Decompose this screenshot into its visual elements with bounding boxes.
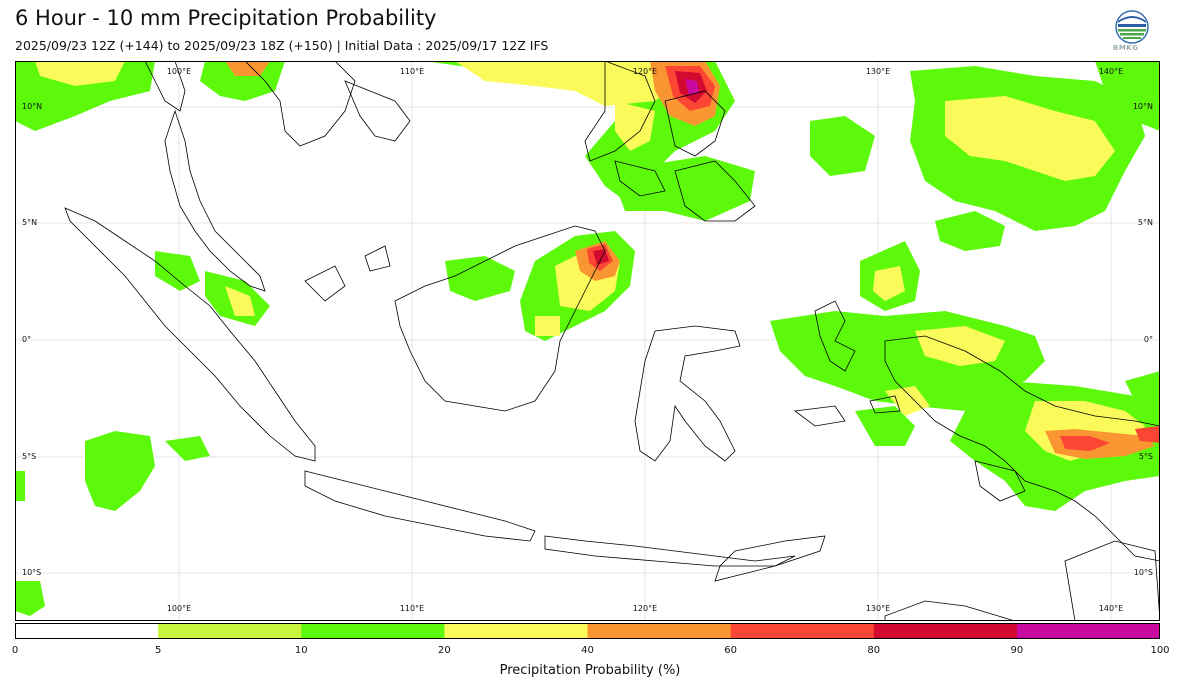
map-border: [15, 61, 1160, 621]
colorbar-tick-label: 100: [1150, 645, 1170, 656]
chart-title: 6 Hour - 10 mm Precipitation Probability: [15, 6, 437, 30]
colorbar-tick-label: 5: [154, 645, 162, 656]
colorbar-tick-label: 80: [867, 645, 881, 656]
lat-label-left: 5°N: [22, 218, 38, 227]
colorbar-segment: [1016, 623, 1160, 639]
colorbar-ticks: 0 5 10 20 40 60 80 90 100: [11, 645, 1170, 659]
colorbar-tick-label: 10: [294, 645, 308, 656]
lat-label-left: 10°S: [22, 568, 42, 577]
lon-label-top: 110°E: [399, 67, 425, 76]
colorbar-tick-label: 20: [438, 645, 451, 656]
lon-label-bottom: 120°E: [632, 604, 658, 613]
lon-label-top: 140°E: [1098, 67, 1124, 76]
lat-label-right: 0°: [1143, 335, 1153, 344]
precipitation-map: 100°E 110°E 120°E 130°E 140°E 100°E 110°…: [15, 61, 1160, 621]
lon-label-bottom: 110°E: [399, 604, 425, 613]
bmkg-logo-icon: [1112, 10, 1152, 56]
precip-probability-layer: [15, 61, 1160, 616]
lat-label-left: 10°N: [22, 102, 43, 111]
lat-label-left: 0°: [22, 335, 32, 344]
colorbar-tick-label: 90: [1010, 645, 1024, 656]
colorbar-tick-label: 60: [724, 645, 737, 656]
lon-label-top: 130°E: [865, 67, 891, 76]
colorbar-segment: [587, 623, 732, 639]
lat-label-right: 10°N: [1132, 102, 1153, 111]
chart-subtitle: 2025/09/23 12Z (+144) to 2025/09/23 18Z …: [15, 38, 549, 53]
lat-label-left: 5°S: [22, 452, 37, 461]
colorbar-segment: [15, 623, 159, 639]
colorbar-tick-label: 0: [11, 645, 19, 656]
lon-label-top: 120°E: [632, 67, 658, 76]
colorbar-segment: [873, 623, 1018, 639]
lat-label-right: 10°S: [1133, 568, 1153, 577]
coastlines: [64, 61, 1160, 621]
logo-text: BMKG: [1113, 44, 1139, 52]
lat-label-right: 5°S: [1138, 452, 1153, 461]
colorbar: [15, 623, 1160, 639]
lon-label-bottom: 100°E: [166, 604, 192, 613]
colorbar-label: Precipitation Probability (%): [499, 663, 681, 678]
colorbar-segment: [301, 623, 445, 639]
lon-label-top: 100°E: [166, 67, 192, 76]
colorbar-segment: [730, 623, 875, 639]
colorbar-tick-label: 40: [581, 645, 594, 656]
lon-label-bottom: 140°E: [1098, 604, 1124, 613]
colorbar-segment: [444, 623, 589, 639]
lat-label-right: 5°N: [1137, 218, 1153, 227]
lon-label-bottom: 130°E: [865, 604, 891, 613]
colorbar-segment: [158, 623, 302, 639]
